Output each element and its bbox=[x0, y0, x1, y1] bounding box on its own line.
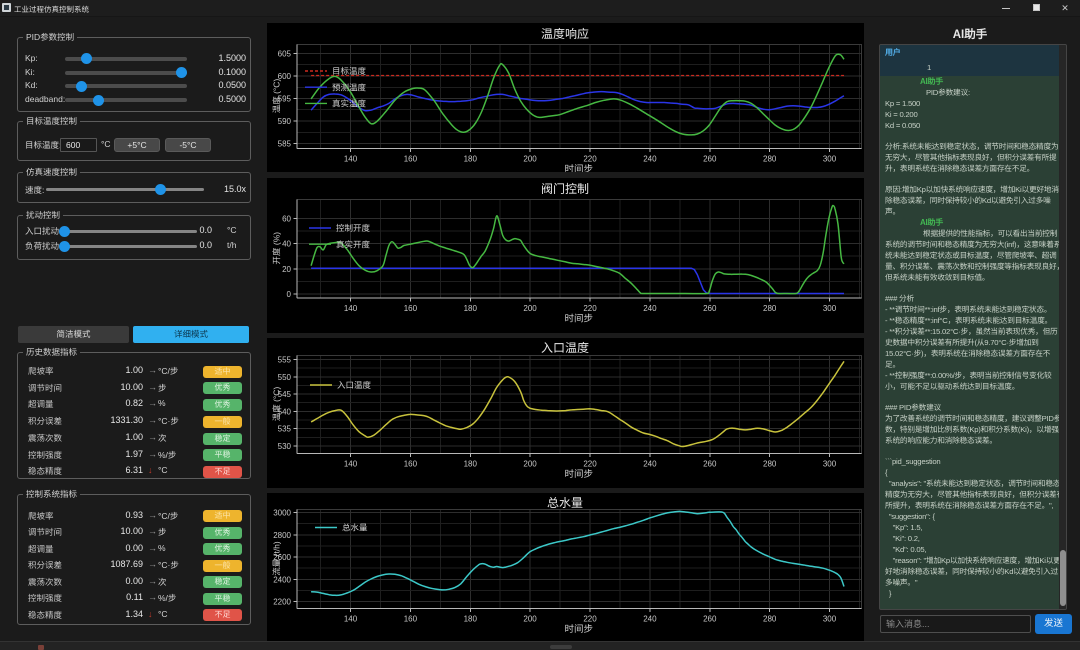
svg-text:240: 240 bbox=[643, 615, 657, 624]
svg-text:温度 (°C): 温度 (°C) bbox=[272, 387, 282, 422]
svg-text:180: 180 bbox=[464, 460, 478, 469]
svg-text:3000: 3000 bbox=[273, 509, 291, 518]
svg-text:总水量: 总水量 bbox=[547, 496, 583, 510]
svg-text:时间步: 时间步 bbox=[565, 314, 594, 325]
svg-text:60: 60 bbox=[282, 214, 291, 223]
svg-text:真实开度: 真实开度 bbox=[336, 239, 371, 249]
svg-text:总水量: 总水量 bbox=[342, 523, 368, 533]
svg-text:160: 160 bbox=[404, 460, 418, 469]
svg-text:260: 260 bbox=[703, 304, 717, 313]
svg-text:590: 590 bbox=[278, 117, 292, 126]
svg-text:2600: 2600 bbox=[273, 553, 291, 562]
svg-text:300: 300 bbox=[823, 155, 837, 164]
svg-text:160: 160 bbox=[404, 155, 418, 164]
svg-text:20: 20 bbox=[282, 265, 291, 274]
svg-text:240: 240 bbox=[643, 460, 657, 469]
svg-text:预测温度: 预测温度 bbox=[332, 82, 367, 92]
svg-text:240: 240 bbox=[643, 155, 657, 164]
svg-text:220: 220 bbox=[583, 615, 597, 624]
svg-text:180: 180 bbox=[464, 615, 478, 624]
svg-text:300: 300 bbox=[823, 460, 837, 469]
svg-text:控制开度: 控制开度 bbox=[336, 223, 371, 233]
svg-text:入口温度: 入口温度 bbox=[541, 341, 589, 355]
svg-text:220: 220 bbox=[583, 155, 597, 164]
svg-text:200: 200 bbox=[523, 155, 537, 164]
svg-text:555: 555 bbox=[278, 356, 292, 365]
svg-text:流量 (t/h): 流量 (t/h) bbox=[272, 541, 282, 576]
svg-text:260: 260 bbox=[703, 155, 717, 164]
svg-text:300: 300 bbox=[823, 304, 837, 313]
svg-text:时间步: 时间步 bbox=[565, 469, 594, 480]
svg-text:140: 140 bbox=[344, 615, 358, 624]
svg-text:入口温度: 入口温度 bbox=[337, 380, 372, 390]
svg-text:605: 605 bbox=[278, 50, 292, 59]
svg-text:140: 140 bbox=[344, 304, 358, 313]
svg-text:200: 200 bbox=[523, 304, 537, 313]
svg-text:140: 140 bbox=[344, 460, 358, 469]
svg-text:180: 180 bbox=[464, 155, 478, 164]
svg-text:595: 595 bbox=[278, 95, 292, 104]
svg-text:160: 160 bbox=[404, 304, 418, 313]
svg-text:280: 280 bbox=[763, 155, 777, 164]
svg-text:温度 (°C): 温度 (°C) bbox=[272, 79, 282, 114]
svg-text:温度响应: 温度响应 bbox=[541, 27, 589, 41]
svg-text:180: 180 bbox=[464, 304, 478, 313]
svg-text:真实温度: 真实温度 bbox=[332, 99, 367, 109]
svg-text:530: 530 bbox=[278, 442, 292, 451]
svg-text:280: 280 bbox=[763, 460, 777, 469]
svg-text:200: 200 bbox=[523, 615, 537, 624]
svg-text:160: 160 bbox=[404, 615, 418, 624]
svg-text:时间步: 时间步 bbox=[565, 164, 594, 172]
svg-text:600: 600 bbox=[278, 72, 292, 81]
svg-text:2200: 2200 bbox=[273, 598, 291, 607]
svg-text:545: 545 bbox=[278, 390, 292, 399]
svg-text:0: 0 bbox=[287, 290, 292, 299]
svg-text:140: 140 bbox=[344, 155, 358, 164]
svg-text:535: 535 bbox=[278, 425, 292, 434]
svg-text:240: 240 bbox=[643, 304, 657, 313]
svg-text:260: 260 bbox=[703, 460, 717, 469]
svg-text:220: 220 bbox=[583, 304, 597, 313]
svg-text:260: 260 bbox=[703, 615, 717, 624]
svg-text:300: 300 bbox=[823, 615, 837, 624]
svg-text:220: 220 bbox=[583, 460, 597, 469]
svg-text:2800: 2800 bbox=[273, 531, 291, 540]
svg-text:时间步: 时间步 bbox=[565, 624, 594, 635]
svg-text:2400: 2400 bbox=[273, 575, 291, 584]
svg-text:585: 585 bbox=[278, 140, 292, 149]
svg-text:540: 540 bbox=[278, 407, 292, 416]
svg-text:阀门控制: 阀门控制 bbox=[541, 182, 589, 196]
svg-text:200: 200 bbox=[523, 460, 537, 469]
svg-text:280: 280 bbox=[763, 304, 777, 313]
svg-text:280: 280 bbox=[763, 615, 777, 624]
svg-text:目标温度: 目标温度 bbox=[332, 66, 367, 76]
svg-text:开度 (%): 开度 (%) bbox=[272, 232, 282, 265]
svg-text:550: 550 bbox=[278, 373, 292, 382]
svg-text:40: 40 bbox=[282, 240, 291, 249]
